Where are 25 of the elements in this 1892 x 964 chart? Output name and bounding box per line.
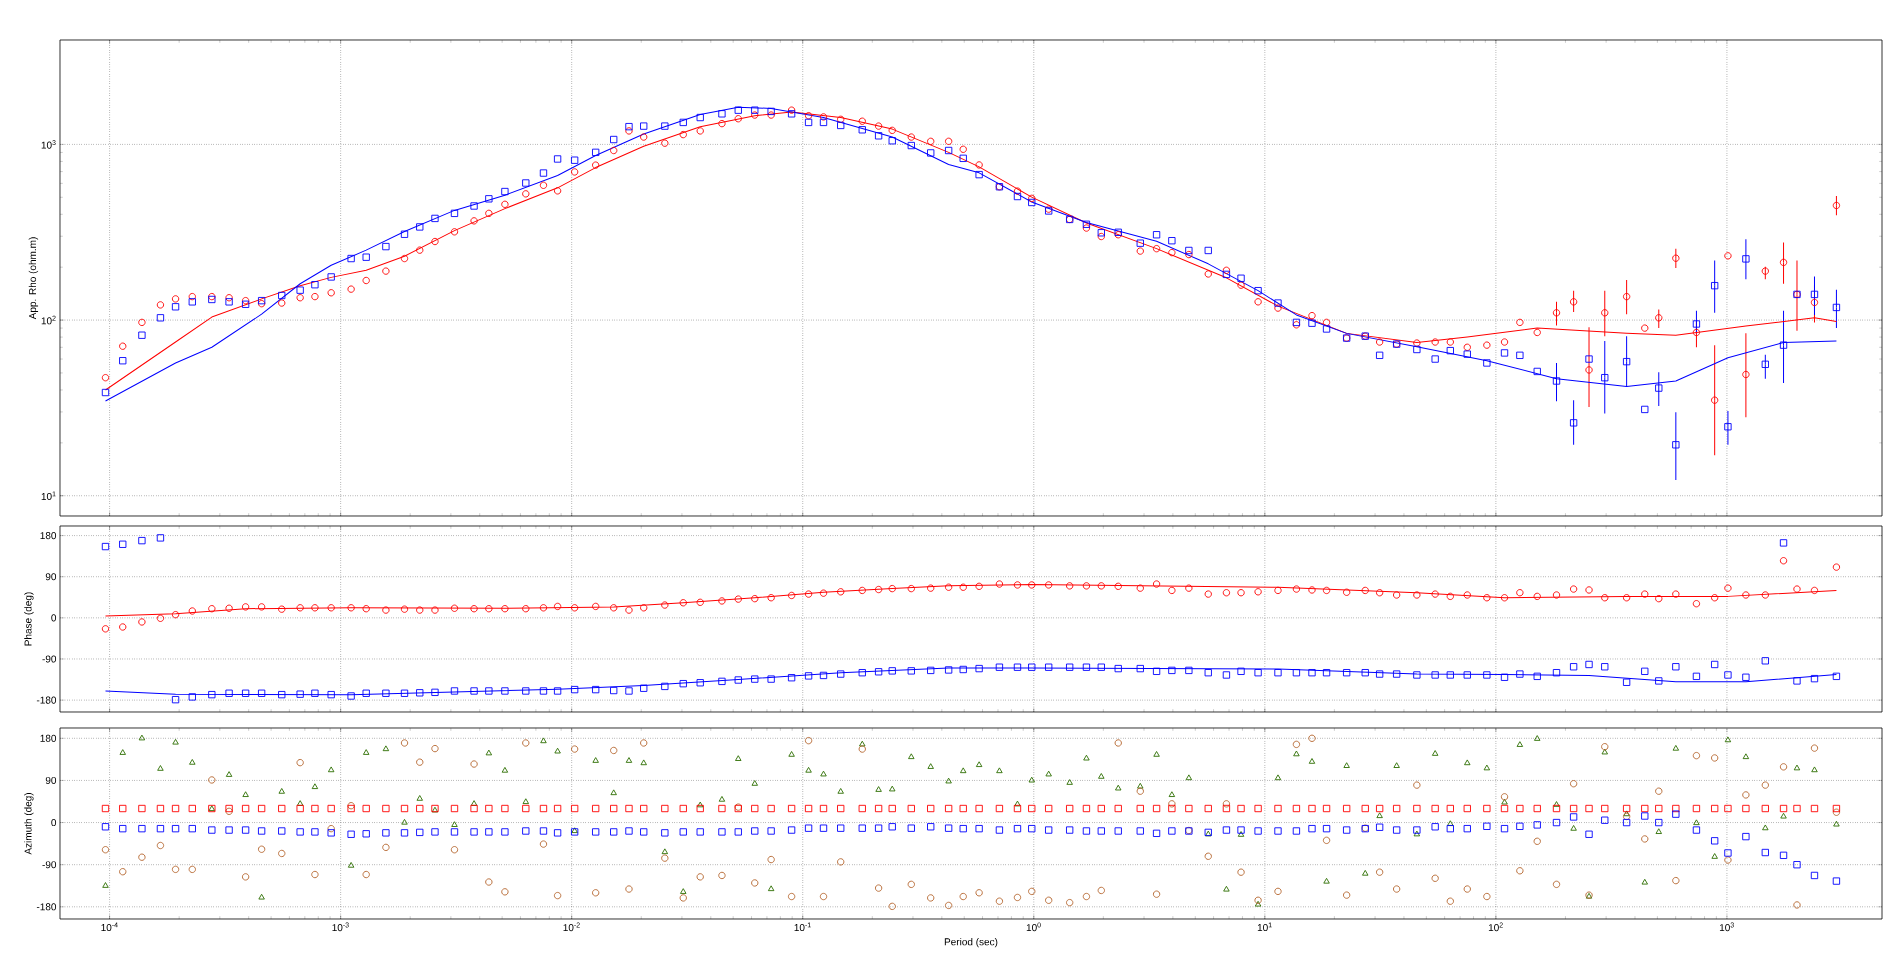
x-tick-label: 10$^{2}$: [1488, 922, 1503, 932]
y-tick-label: 90: [45, 776, 57, 784]
y-tick-label: 10$^{1}$: [41, 491, 56, 501]
y-tick-label: 90: [45, 573, 57, 581]
x-tick-label: 10$^{1}$: [1257, 922, 1272, 932]
y-tick-label: 180: [40, 532, 57, 540]
x-tick-label: 10$^{-4}$: [101, 922, 118, 932]
y-axis-title: Phase (deg): [24, 592, 34, 646]
x-tick-label: 10$^{0}$: [1026, 922, 1041, 932]
y-axis-title: Azimuth (deg): [24, 793, 34, 855]
y-axis-title: App. Rho (ohm.m): [28, 237, 39, 320]
y-tick-label: 0: [51, 614, 57, 622]
y-tick-label: 180: [40, 734, 57, 742]
y-tick-label: -90: [42, 655, 57, 663]
x-tick-label: 10$^{-3}$: [332, 922, 349, 932]
x-tick-label: 10$^{-1}$: [794, 922, 811, 932]
y-tick-label: 0: [51, 819, 57, 827]
x-tick-label: 10$^{-2}$: [563, 922, 580, 932]
y-tick-label: 10$^{2}$: [41, 315, 56, 325]
x-axis-title: Period (sec): [944, 938, 998, 948]
x-tick-label: 10$^{3}$: [1719, 922, 1734, 932]
y-tick-label: 10$^{3}$: [41, 140, 56, 149]
y-tick-label: -180: [36, 696, 57, 704]
y-tick-label: -180: [36, 903, 57, 911]
y-tick-label: -90: [42, 861, 57, 869]
